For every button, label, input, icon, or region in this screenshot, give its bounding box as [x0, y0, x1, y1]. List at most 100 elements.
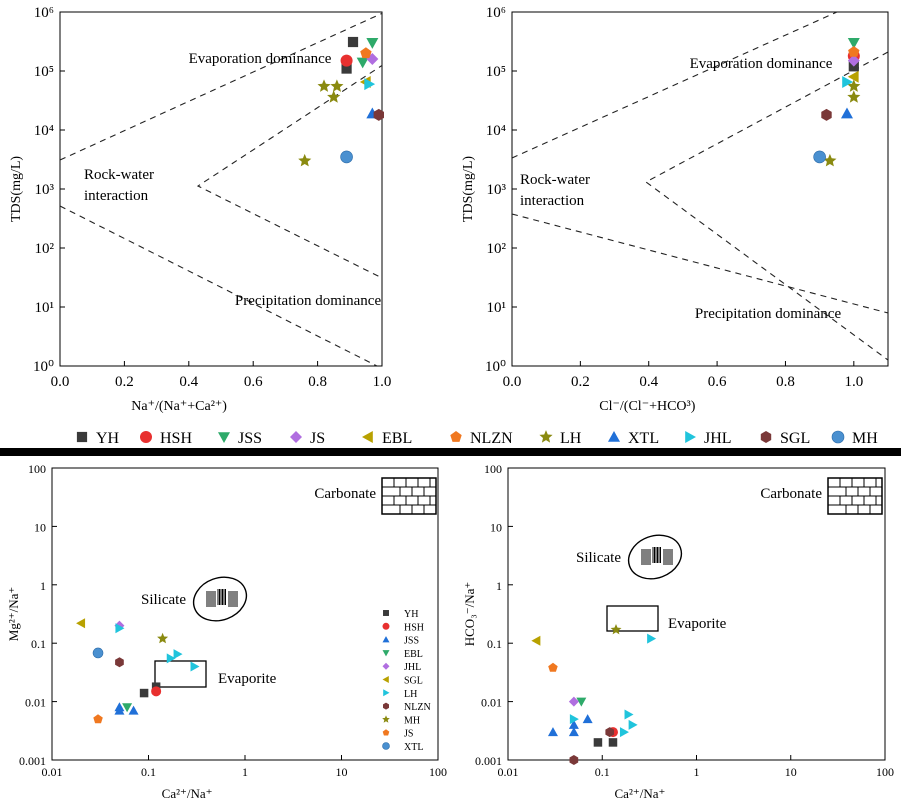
data-point-nlzn	[605, 727, 614, 738]
shared-legend-label-lh: LH	[560, 430, 582, 447]
panel4-xtick-label: 0.1	[595, 765, 610, 779]
panel1-xlabel: Na⁺/(Na⁺+Ca²⁺)	[131, 399, 227, 414]
shared-legend-marker-lh	[539, 430, 553, 443]
data-point-ebl	[576, 697, 587, 707]
data-point-lh	[330, 79, 344, 92]
data-point-ebl	[847, 70, 859, 83]
data-point-js	[847, 54, 860, 67]
panel2-ytick-label: 10¹	[487, 300, 507, 316]
data-point-lh	[173, 649, 183, 660]
shared-legend-label-js: JS	[310, 430, 325, 447]
legend-label-yh: YH	[404, 609, 418, 620]
shared-legend-label-xtl: XTL	[628, 430, 659, 447]
panel1-ytick-label: 10¹	[35, 300, 55, 316]
panel4-xtick-label: 100	[876, 765, 894, 779]
panel4-ytick-label: 0.01	[481, 696, 502, 710]
legend-label-hsh: HSH	[404, 622, 424, 633]
shared-legend-marker-ebl	[362, 431, 373, 443]
data-point-hsh	[151, 686, 162, 697]
silicate-label: Silicate	[141, 592, 186, 608]
shared-legend-label-hsh: HSH	[160, 430, 192, 447]
legend-label-mh: MH	[404, 715, 420, 726]
legend-marker-yh	[383, 610, 389, 616]
data-point-jss	[847, 38, 860, 49]
legend-label-sgl: SGL	[404, 676, 423, 687]
panel4-xtick-label: 10	[785, 765, 797, 779]
panel1-xtick-label: 0.6	[244, 374, 263, 390]
evaporite-box	[606, 605, 659, 632]
data-point-sgl	[531, 635, 541, 646]
rock-water-boundary-line	[196, 64, 382, 279]
legend-marker-lh	[383, 689, 390, 697]
data-point-lh	[298, 153, 312, 167]
panel3-ytick-label: 0.001	[19, 754, 46, 768]
panel4-xlabel: Ca²⁺/Na⁺	[615, 786, 666, 801]
evaporite-box	[154, 660, 207, 688]
panel2-xtick-label: 0.8	[776, 374, 795, 390]
evaporation-boundary-line	[512, 12, 838, 159]
panel3-ytick-label: 100	[28, 462, 46, 476]
legend-label-lh: LH	[404, 689, 417, 700]
panel3-xtick-label: 0.01	[42, 765, 63, 779]
shared-legend-marker-js	[290, 431, 302, 443]
shared-legend-label-mh: MH	[852, 430, 878, 447]
shared-legend-marker-yh	[76, 431, 88, 443]
panel1-xtick-label: 0.0	[51, 374, 70, 390]
data-point-jss	[356, 57, 369, 69]
precipitation-boundary-line	[512, 213, 888, 314]
data-point-lh	[569, 714, 579, 725]
data-point-yh	[139, 688, 149, 698]
silicate-label: Silicate	[576, 550, 621, 566]
evaporite-label: Evaporite	[218, 671, 277, 687]
carbonate-label: Carbonate	[314, 486, 376, 502]
data-point-yh	[593, 738, 603, 747]
legend-label-xtl: XTL	[404, 742, 423, 753]
data-point-lh	[628, 719, 638, 730]
data-point-jss	[568, 719, 579, 729]
panel3-xtick-label: 0.1	[141, 765, 156, 779]
panel2-xlabel: Cl⁻/(Cl⁻+HCO³)	[599, 399, 695, 414]
evaporation-dominance-label: Evaporation dominance	[690, 56, 833, 72]
shared-legend-marker-jss	[218, 432, 230, 443]
panel2-ytick-label: 10⁰	[485, 359, 506, 375]
data-point-jss	[128, 705, 139, 715]
data-point-js	[93, 714, 103, 724]
panel3-xtick-label: 10	[336, 765, 348, 779]
data-point-xtl	[92, 647, 104, 659]
panel3-ytick-label: 0.1	[31, 637, 46, 651]
evaporite-label: Evaporite	[668, 616, 727, 632]
data-point-jss	[568, 727, 579, 737]
panel4-ytick-label: 100	[484, 462, 502, 476]
data-point-jhl	[568, 696, 579, 707]
data-point-nlzn	[360, 47, 372, 59]
legend-marker-jhl	[382, 662, 390, 670]
data-point-lh	[823, 153, 837, 167]
data-point-mh	[340, 150, 353, 164]
panel1-xtick-label: 0.2	[115, 374, 134, 390]
data-point-lh	[115, 623, 125, 634]
panel4-ytick-label: 1	[496, 579, 502, 593]
data-point-hsh	[340, 54, 353, 67]
shared-legend-label-jss: JSS	[238, 430, 262, 447]
shared-legend-marker-hsh	[140, 431, 152, 443]
data-point-ebl	[122, 703, 133, 713]
panel2-ylabel: TDS(mg/L)	[461, 156, 476, 222]
legend-marker-xtl	[382, 742, 390, 750]
panel4-ytick-label: 0.1	[487, 637, 502, 651]
evaporation-dominance-label: Evaporation dominance	[189, 51, 332, 67]
data-point-xtl	[840, 107, 853, 119]
data-point-jss	[547, 727, 558, 737]
shared-legend-marker-mh	[831, 430, 845, 444]
panel2-xtick-label: 0.6	[708, 374, 727, 390]
panel1-xtick-label: 0.4	[179, 374, 198, 390]
data-point-jss	[366, 38, 379, 49]
panel2-xtick-label: 0.2	[571, 374, 590, 390]
precipitation-dominance-label: Precipitation dominance	[695, 306, 842, 322]
interaction-label: interaction	[84, 188, 149, 204]
data-point-nlzn	[569, 755, 579, 765]
legend-marker-jss	[382, 636, 390, 643]
data-point-sgl	[373, 108, 384, 121]
data-point-mh	[157, 632, 169, 644]
panel4-ytick-label: 0.001	[475, 754, 502, 768]
